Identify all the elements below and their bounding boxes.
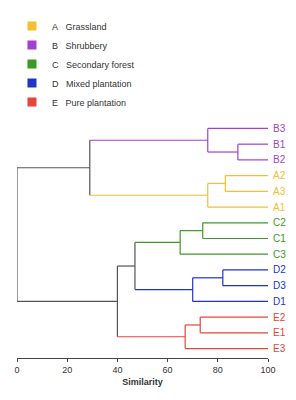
svg-text:D Mixed plantation: D Mixed plantation <box>52 79 132 89</box>
svg-text:D1: D1 <box>273 296 286 307</box>
svg-text:D3: D3 <box>273 280 286 291</box>
svg-text:B1: B1 <box>273 139 286 150</box>
svg-text:A2: A2 <box>273 170 286 181</box>
svg-text:A Grassland: A Grassland <box>52 22 107 32</box>
svg-text:C3: C3 <box>273 249 286 260</box>
svg-text:Similarity: Similarity <box>122 377 163 387</box>
svg-text:D2: D2 <box>273 264 286 275</box>
svg-text:E3: E3 <box>273 343 286 354</box>
svg-text:60: 60 <box>163 365 173 375</box>
svg-text:B3: B3 <box>273 123 286 134</box>
svg-text:C1: C1 <box>273 233 286 244</box>
svg-text:A3: A3 <box>273 186 286 197</box>
svg-text:E Pure plantation: E Pure plantation <box>52 98 126 108</box>
svg-text:0: 0 <box>14 365 19 375</box>
svg-text:E1: E1 <box>273 327 286 338</box>
svg-text:B Shrubbery: B Shrubbery <box>52 41 108 51</box>
svg-text:A1: A1 <box>273 202 286 213</box>
svg-text:20: 20 <box>62 365 72 375</box>
svg-text:40: 40 <box>112 365 122 375</box>
svg-text:C Secondary forest: C Secondary forest <box>52 60 135 70</box>
svg-text:80: 80 <box>213 365 223 375</box>
svg-text:E2: E2 <box>273 312 286 323</box>
svg-text:C2: C2 <box>273 217 286 228</box>
svg-text:B2: B2 <box>273 154 286 165</box>
svg-text:100: 100 <box>260 365 275 375</box>
